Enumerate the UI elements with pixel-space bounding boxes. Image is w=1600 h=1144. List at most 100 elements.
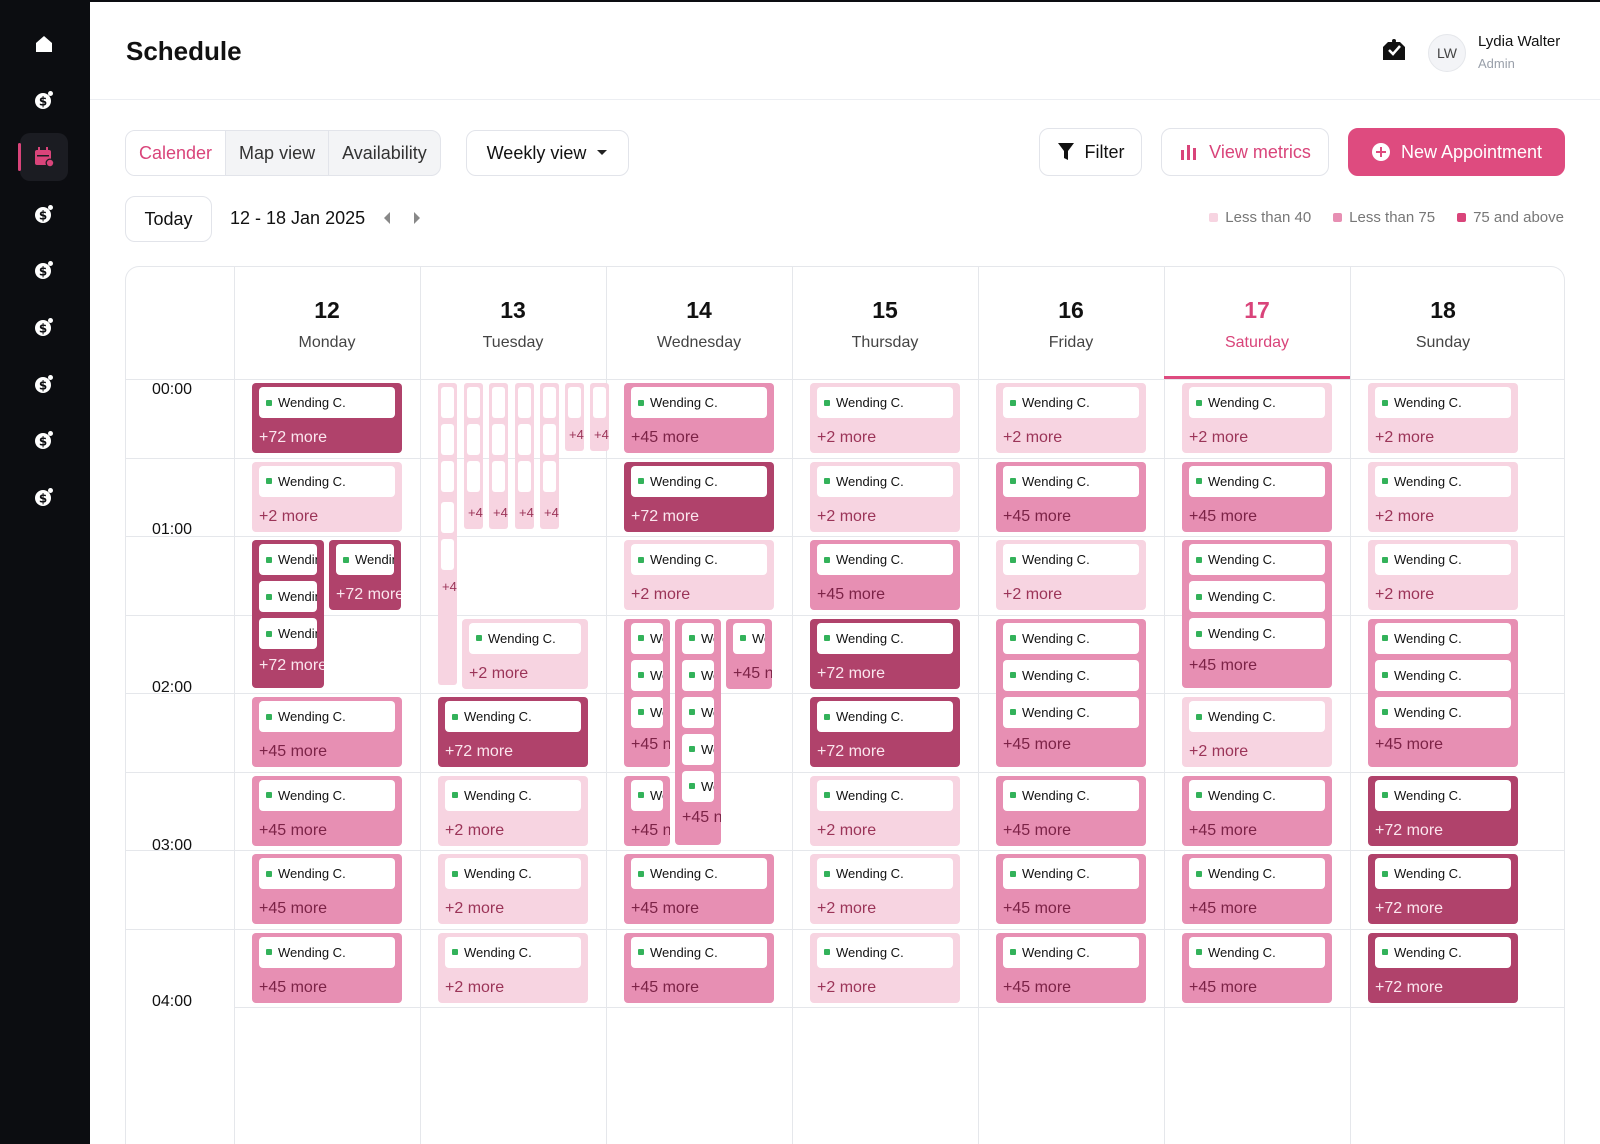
sidebar-item-3[interactable] [18,133,68,181]
appointment-block[interactable]: Wendin +72 more [329,540,401,610]
more-link[interactable]: +45 more [1189,900,1258,917]
appointment-stub[interactable]: +4 [515,383,534,529]
appointment-card[interactable] [467,461,480,492]
sidebar-item-8[interactable]: $ [20,416,68,464]
more-link[interactable]: +2 more [1375,507,1435,525]
sidebar-item-4[interactable]: $ [20,190,68,238]
appointment-card[interactable] [543,424,556,455]
appointment-card[interactable]: Wending C. [1189,387,1325,418]
more-link[interactable]: +72 more [1375,978,1444,996]
appointment-card[interactable]: Wending C. [1189,779,1325,811]
more-link[interactable]: +2 more [817,821,877,839]
more-link[interactable]: +45 more [631,429,700,446]
more-link[interactable]: +45 n [631,821,670,839]
appointment-card[interactable]: Wending C. [259,858,395,889]
more-link[interactable]: +4 [569,427,584,442]
appointment-block[interactable]: Wending C. +2 more [1368,383,1518,453]
appointment-block[interactable]: Wending C. +45 more [252,697,402,767]
appointment-card[interactable]: We [682,659,714,691]
appointment-card[interactable]: Wending C. [1375,622,1511,654]
appointment-card[interactable] [492,461,505,492]
appointment-block[interactable]: Wending C. +2 more [810,854,960,924]
appointment-block[interactable]: Wending C. +45 more [1182,932,1332,1003]
appointment-card[interactable]: Wending C. [1189,701,1325,732]
appointment-card[interactable]: Wending C. [1375,387,1511,418]
sidebar-item-6[interactable]: $ [20,303,68,351]
appointment-card[interactable]: Wending C. [1375,465,1511,497]
more-link[interactable]: +2 more [1003,586,1063,603]
more-link[interactable]: +2 more [817,507,877,525]
appointment-card[interactable]: We [733,622,765,654]
tab-availability[interactable]: Availability [328,131,440,175]
more-link[interactable]: +72 more [817,743,886,760]
more-link[interactable]: +2 more [259,507,319,525]
more-link[interactable]: +2 more [1189,743,1249,760]
more-link[interactable]: +72 more [631,507,700,525]
appointment-block[interactable]: Wending C. Wending C. Wending C. +45 more [996,618,1146,767]
appointment-block[interactable]: Wending C. +2 more [462,618,588,689]
appointment-card[interactable]: We [631,779,663,811]
appointment-card[interactable]: Wending C. [1189,544,1325,575]
appointment-block[interactable]: Wending C. +2 more [810,383,960,453]
appointment-block[interactable]: Wending C. +72 more [1368,932,1518,1003]
appointment-card[interactable]: Wending C. [817,701,953,732]
appointment-card[interactable]: Wending C. [259,465,395,497]
appointment-card[interactable] [543,461,556,492]
more-link[interactable]: +72 more [445,743,514,760]
more-link[interactable]: +45 more [1375,735,1444,753]
appointment-card[interactable]: Wending C. [817,544,953,575]
appointment-block[interactable]: Wending C. +2 more [1368,461,1518,532]
appointment-card[interactable] [441,387,454,418]
more-link[interactable]: +4 [519,505,534,520]
appointment-card[interactable]: Wending C. [1375,936,1511,968]
today-button[interactable]: Today [125,196,212,242]
more-link[interactable]: +2 more [631,586,691,603]
appointment-card[interactable] [593,387,606,418]
more-link[interactable]: +4 [544,505,559,520]
appointment-block[interactable]: Wending C. +45 more [252,932,402,1003]
appointment-card[interactable]: Wendin [259,618,317,649]
appointment-card[interactable]: Wending C. [445,858,581,889]
appointment-card[interactable] [518,424,531,455]
more-link[interactable]: +45 more [1003,900,1072,917]
appointment-card[interactable]: Wendin [259,581,317,612]
appointment-card[interactable] [467,387,480,418]
tab-map-view[interactable]: Map view [225,131,328,175]
appointment-card[interactable]: Wending C. [817,858,953,889]
inbox-icon[interactable] [1380,38,1408,64]
appointment-card[interactable]: We [631,659,663,691]
appointment-card[interactable]: Wending C. [631,544,767,575]
appointment-card[interactable] [492,387,505,418]
appointment-block[interactable]: Wending C. +72 more [810,618,960,689]
appointment-block[interactable]: Wending C. +72 more [252,383,402,453]
appointment-card[interactable]: Wending C. [259,387,395,418]
appointment-card[interactable]: We [682,622,714,654]
appointment-block[interactable]: Wending C. +2 more [438,932,588,1003]
more-link[interactable]: +45 more [1003,978,1072,996]
appointment-block[interactable]: Wending C. +45 more [1182,461,1332,532]
day-header-14[interactable]: 14 Wednesday [606,267,792,379]
day-header-13[interactable]: 13 Tuesday [420,267,606,379]
appointment-card[interactable] [467,424,480,455]
appointment-card[interactable] [441,424,454,455]
sidebar-item-2[interactable]: $ [20,76,68,124]
more-link[interactable]: +45 more [1189,507,1258,525]
more-link[interactable]: +45 more [631,900,700,917]
appointment-card[interactable]: Wending C. [817,387,953,418]
appointment-block[interactable]: Wending C. +2 more [810,932,960,1003]
appointment-card[interactable]: Wending C. [1375,659,1511,691]
appointment-card[interactable]: Wending C. [1003,544,1139,575]
appointment-card[interactable]: Wending C. [1003,779,1139,811]
more-link[interactable]: +72 more [1375,821,1444,839]
appointment-card[interactable]: Wending C. [1189,618,1325,649]
sidebar-item-7[interactable]: $ [20,360,68,408]
more-link[interactable]: +72 more [259,657,324,674]
more-link[interactable]: +4 [493,505,508,520]
more-link[interactable]: +45 more [1189,657,1258,674]
appointment-block[interactable]: Wending C. +2 more [624,540,774,610]
appointment-block[interactable]: Wending C. +45 more [810,540,960,610]
appointment-block[interactable]: Wending C. +2 more [1368,540,1518,610]
appointment-card[interactable]: Wending C. [1003,622,1139,654]
appointment-block[interactable]: Wending C. +45 more [252,775,402,846]
more-link[interactable]: +45 more [1003,821,1072,839]
